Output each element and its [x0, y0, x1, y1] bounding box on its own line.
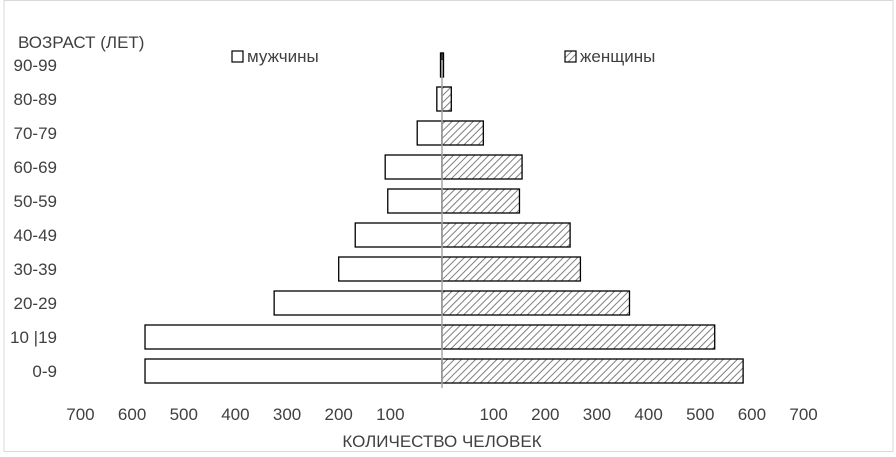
bar-female-7 [441, 120, 484, 146]
bar-female-2 [441, 290, 631, 316]
legend-swatch-male [231, 50, 244, 63]
bar-male-8 [436, 86, 443, 112]
bar-female-5 [441, 188, 521, 214]
y-tick-label: 70-79 [14, 124, 57, 143]
bar-male-3 [338, 256, 443, 282]
x-tick-label-right: 400 [634, 405, 662, 424]
y-tick-label: 40-49 [14, 226, 57, 245]
bar-male-6 [384, 154, 443, 180]
x-tick-label-left: 500 [170, 405, 198, 424]
y-tick-label: 0-9 [32, 362, 57, 381]
x-tick-label-left: 700 [66, 405, 94, 424]
bar-female-6 [441, 154, 523, 180]
y-tick-label: 60-69 [14, 158, 57, 177]
bar-male-2 [273, 290, 443, 316]
bar-female-8 [441, 86, 452, 112]
x-tick-label-right: 200 [531, 405, 559, 424]
bar-female-4 [441, 222, 571, 248]
x-tick-label-left: 600 [118, 405, 146, 424]
bar-female-1 [441, 324, 716, 350]
bar-male-0 [144, 358, 443, 384]
y-tick-label: 90-99 [14, 56, 57, 75]
bar-male-4 [354, 222, 443, 248]
y-tick-label: 10 |19 [10, 328, 57, 347]
bar-male-1 [144, 324, 443, 350]
legend-label-male: мужчины [247, 47, 319, 66]
bar-male-7 [416, 120, 443, 146]
y-tick-label: 30-39 [14, 260, 57, 279]
x-tick-label-left: 200 [325, 405, 353, 424]
bar-female-0 [441, 358, 744, 384]
bar-female-3 [441, 256, 582, 282]
legend-label-female: женщины [580, 47, 655, 66]
y-tick-labels: 0-9 10 |19 20-29 30-39 40-49 50-59 60-69 70-79 8… [10, 56, 57, 381]
x-tick-label-left: 400 [221, 405, 249, 424]
y-axis-title: ВОЗРАСТ (ЛЕТ) [18, 33, 144, 52]
x-tick-label-left: 300 [273, 405, 301, 424]
x-tick-labels: 700 600 500 400 300 200 100 100 200 300 400 500 600 7… [66, 405, 817, 424]
y-tick-label: 80-89 [14, 90, 57, 109]
y-tick-label: 50-59 [14, 192, 57, 211]
x-tick-label-right: 500 [686, 405, 714, 424]
y-tick-label: 20-29 [14, 294, 57, 313]
x-axis-title: КОЛИЧЕСТВО ЧЕЛОВЕК [342, 432, 541, 451]
bars-group [144, 52, 744, 384]
x-tick-label-right: 300 [583, 405, 611, 424]
bar-male-5 [387, 188, 443, 214]
legend-swatch-female [564, 50, 577, 63]
legend: мужчины женщины [231, 47, 655, 66]
x-tick-label-right: 600 [738, 405, 766, 424]
x-tick-label-right: 100 [479, 405, 507, 424]
x-tick-label-left: 100 [376, 405, 404, 424]
x-tick-label-right: 700 [789, 405, 817, 424]
